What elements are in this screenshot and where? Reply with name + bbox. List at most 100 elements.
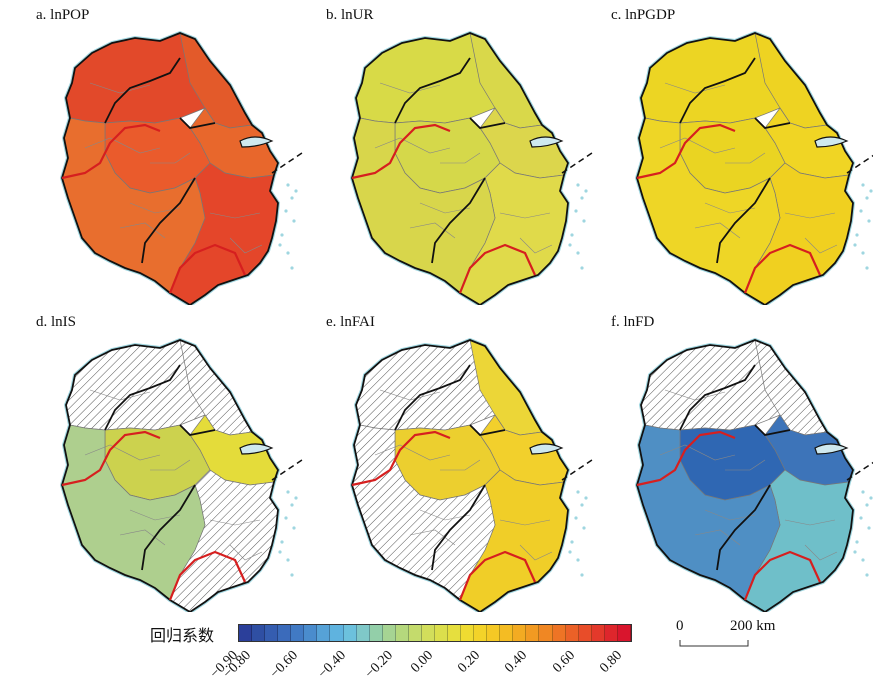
legend-swatch [591,625,605,641]
island [290,266,294,270]
region-map [59,337,303,612]
region-outline [61,339,279,612]
island [861,251,865,255]
city-boundary [725,459,766,471]
legend-swatch [356,625,370,641]
legend-swatch [304,625,318,641]
legend-swatch [617,625,631,641]
legend-swatch [291,625,305,641]
city-boundary [129,202,181,214]
island [853,243,857,247]
city-boundary [129,509,181,521]
legend-swatch [578,625,592,641]
province-boundary [679,57,791,264]
legend-swatch [369,625,383,641]
legend-swatch [474,625,488,641]
legend-tick: 0.80 [597,648,626,676]
island [859,209,863,213]
region-map [634,337,873,612]
panel-label: a. lnPOP [36,7,90,23]
legend-swatch [408,625,422,641]
legend-swatch [330,625,344,641]
legend-swatch [539,625,553,641]
island [290,196,294,200]
legend-swatch [343,625,357,641]
island [853,550,857,554]
legend-tick: −0.60 [267,648,302,682]
map-panel: a. lnPOP [30,5,320,305]
sea-boundary [271,459,303,481]
city-boundary [659,137,736,154]
legend-swatch [421,625,435,641]
island [290,503,294,507]
city-boundary [664,82,726,94]
legend-swatch [513,625,527,641]
estuary [814,443,849,455]
province-boundary [394,364,506,571]
city-boundary [440,152,481,164]
island [286,183,290,187]
island [867,219,871,223]
island [855,540,859,544]
panel-label: d. lnIS [36,314,77,330]
island [865,573,869,577]
legend-tick: 0.20 [455,648,483,676]
island [580,503,584,507]
legend-swatch [552,625,566,641]
city-boundary [84,137,161,154]
city-boundary [519,544,553,561]
legend-title: 回归系数 [150,626,215,645]
island [580,196,584,200]
region-outline [636,339,854,612]
city-boundary [784,519,836,526]
city-boundary [694,529,741,546]
city-boundary [409,222,456,239]
city-boundary [804,237,838,254]
island [278,550,282,554]
panel-label: f. lnFD [611,314,655,330]
city-boundary [784,212,836,219]
region-map [634,30,873,305]
city-boundary [374,444,451,461]
island [867,526,871,530]
legend-tick: −0.40 [315,648,349,682]
island [869,189,873,193]
island [576,251,580,255]
region-outline [351,339,569,612]
city-boundary [229,237,263,254]
red-boundary [61,430,247,601]
island [580,266,584,270]
city-boundary [209,212,261,219]
island [865,266,869,270]
legend-swatch [434,625,448,641]
legend-swatch [278,625,292,641]
legend-swatch [317,625,331,641]
city-boundary [419,509,471,521]
island [278,243,282,247]
city-boundary [374,137,451,154]
city-boundary [499,519,551,526]
city-boundary [379,389,441,401]
legend-swatch [265,625,279,641]
island [568,550,572,554]
island [855,233,859,237]
island [584,189,588,193]
island [286,490,290,494]
island [568,243,572,247]
map-panel: e. lnFAI [320,312,610,612]
scale-end: 200 km [730,618,776,634]
island [294,496,298,500]
island [584,496,588,500]
estuary [239,443,274,455]
legend-swatch [252,625,266,641]
island [861,183,865,187]
sea-boundary [561,459,593,481]
island [865,196,869,200]
island [869,496,873,500]
city-boundary [409,529,456,546]
red-boundary [61,123,247,294]
island [292,526,296,530]
city-boundary [704,202,756,214]
island [286,558,290,562]
legend-swatch [526,625,540,641]
